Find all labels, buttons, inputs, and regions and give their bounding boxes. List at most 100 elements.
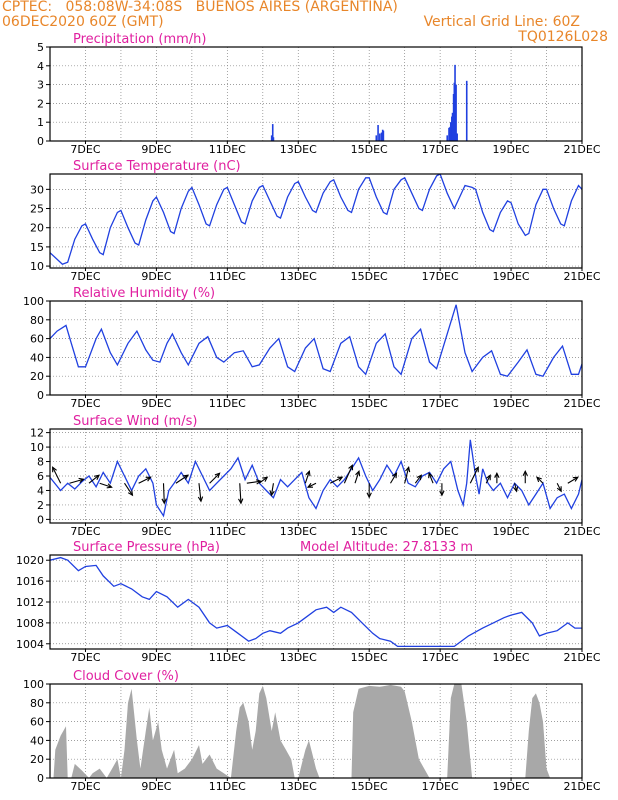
y-tick-label: 10 — [30, 260, 44, 273]
wind-arrow — [124, 482, 134, 497]
wind-arrow — [567, 476, 579, 484]
x-tick-label: 7DEC — [70, 270, 100, 283]
x-tick-label: 7DEC — [70, 397, 100, 410]
panel-data — [50, 304, 582, 377]
wind-arrow — [404, 466, 411, 484]
y-tick-label: 20 — [30, 753, 44, 766]
panel-6: 0 20 40 60 80 100 7DEC 9DEC 11DEC 13DEC 15DEC 17DEC… — [23, 669, 601, 793]
cloud-area — [53, 684, 582, 778]
wind-arrow — [175, 474, 189, 484]
header-station: CPTEC: 058:08W-34:08S BUENOS AIRES (ARGE… — [2, 0, 398, 15]
x-tick-label: 13DEC — [280, 143, 317, 156]
wind-arrow — [414, 474, 423, 484]
wind-arrow — [343, 464, 354, 484]
wind-arrow — [366, 483, 372, 499]
x-tick-label: 21DEC — [563, 143, 600, 156]
y-tick-label: 12 — [30, 427, 44, 440]
x-tick-label: 13DEC — [280, 270, 317, 283]
chart-header: CPTEC: 058:08W-34:08S BUENOS AIRES (ARGE… — [0, 0, 618, 46]
x-tick-label: 13DEC — [280, 651, 317, 664]
panel-1: 0 1 2 3 4 5 7DEC 9DEC 11DEC 13DEC 15DEC 17DEC 19DEC 2… — [37, 32, 601, 156]
panel-data — [270, 64, 468, 141]
y-tick-label: 60 — [30, 716, 44, 729]
x-tick-label: 15DEC — [351, 525, 388, 538]
panel-annotation: Model Altitude: 27.8133 m — [300, 540, 473, 555]
precip-bar — [270, 135, 273, 141]
wind-arrow — [209, 472, 221, 484]
series-line — [50, 304, 582, 377]
precip-bar — [449, 122, 452, 141]
panel-5: 1004 1008 1012 1016 1020 7DEC 9DEC 11DEC 13DEC 15… — [16, 540, 601, 664]
wind-arrow — [439, 483, 445, 497]
wind-arrow — [52, 466, 62, 484]
header-model-code: TQ0126L028 — [518, 29, 608, 45]
x-tick-label: 9DEC — [141, 525, 171, 538]
series-line — [50, 439, 582, 518]
y-tick-label: 5 — [37, 41, 44, 54]
x-tick-label: 11DEC — [209, 143, 246, 156]
panel-title: Surface Temperature (nC) — [73, 159, 241, 174]
x-tick-label: 21DEC — [563, 397, 600, 410]
x-tick-label: 9DEC — [141, 397, 171, 410]
wind-arrow — [556, 482, 562, 493]
wind-arrow — [258, 476, 269, 484]
x-tick-label: 13DEC — [280, 525, 317, 538]
wind-arrow — [329, 476, 344, 484]
header-grid-line: Vertical Grid Line: 60Z — [423, 14, 580, 30]
x-tick-label: 7DEC — [70, 143, 100, 156]
panel-2: 10 15 20 25 30 7DEC 9DEC 11DEC 13DEC 15DEC 17DEC 19… — [30, 159, 601, 283]
precip-bar — [456, 133, 458, 141]
wind-arrow — [522, 469, 528, 484]
precip-bar — [455, 84, 457, 141]
y-tick-label: 40 — [30, 734, 44, 747]
y-tick-label: 10 — [30, 441, 44, 454]
wind-arrow — [269, 483, 275, 497]
panel-frame — [49, 683, 583, 779]
x-tick-label: 9DEC — [141, 780, 171, 793]
x-tick-label: 11DEC — [209, 270, 246, 283]
y-tick-label: 60 — [30, 333, 44, 346]
header-date: 06DEC2020 60Z (GMT) — [2, 14, 164, 30]
y-tick-label: 1020 — [16, 554, 44, 567]
precip-bar — [451, 112, 454, 141]
precip-bar — [271, 124, 274, 141]
x-tick-label: 19DEC — [493, 143, 530, 156]
wind-arrow — [246, 479, 263, 485]
x-tick-label: 19DEC — [493, 651, 530, 664]
y-tick-label: 100 — [23, 678, 44, 691]
x-tick-label: 17DEC — [422, 780, 459, 793]
precip-bar — [377, 125, 379, 141]
y-tick-label: 1004 — [16, 638, 44, 651]
precip-bar — [454, 64, 456, 141]
wind-arrow — [494, 471, 500, 484]
y-tick-label: 1008 — [16, 617, 44, 630]
panel-frame — [49, 300, 583, 396]
x-tick-label: 11DEC — [209, 397, 246, 410]
x-tick-label: 17DEC — [422, 397, 459, 410]
precip-bar — [375, 135, 378, 141]
precip-bar — [379, 133, 381, 141]
x-tick-label: 19DEC — [493, 525, 530, 538]
x-tick-label: 17DEC — [422, 651, 459, 664]
precip-bar — [272, 137, 275, 141]
wind-arrow — [69, 477, 85, 484]
y-tick-label: 80 — [30, 697, 44, 710]
x-tick-label: 17DEC — [422, 143, 459, 156]
y-tick-label: 40 — [30, 351, 44, 364]
x-tick-label: 7DEC — [70, 780, 100, 793]
series-line — [50, 556, 582, 648]
x-tick-label: 13DEC — [280, 780, 317, 793]
y-tick-label: 2 — [37, 499, 44, 512]
y-tick-label: 4 — [37, 60, 44, 73]
wind-arrow — [306, 482, 317, 488]
panel-4: 02 468 1012 7DEC 9DEC 11DEC 13DEC 15DEC 17DEC 19D… — [30, 414, 601, 538]
x-tick-label: 11DEC — [209, 780, 246, 793]
wind-arrow — [99, 482, 113, 489]
x-tick-label: 15DEC — [351, 270, 388, 283]
wind-arrow — [238, 483, 244, 505]
panel-title: Cloud Cover (%) — [73, 669, 179, 684]
wind-arrow — [197, 483, 204, 503]
panel-frame — [49, 428, 583, 524]
panel-frame — [49, 554, 583, 650]
